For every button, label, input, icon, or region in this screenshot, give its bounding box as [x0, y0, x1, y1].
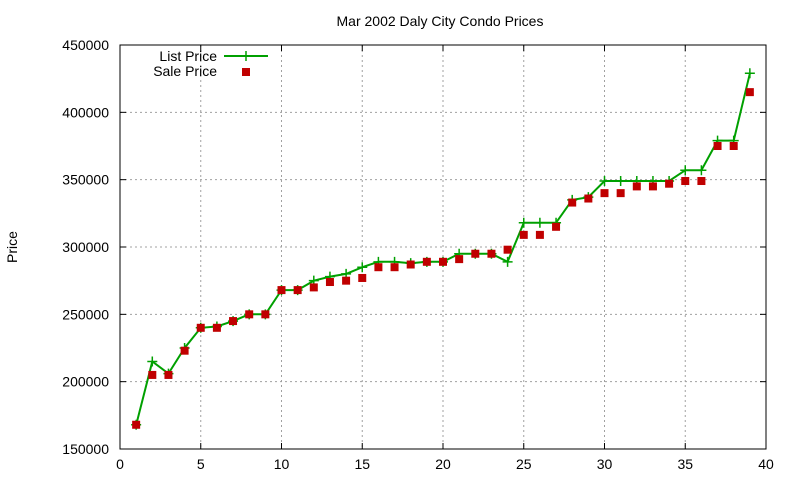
- x-tick-label: 20: [435, 456, 451, 472]
- sale-price-point: [471, 249, 480, 258]
- list-price-point: [696, 165, 707, 176]
- y-axis: 150000 200000 250000 300000 350000 400000 4500…: [62, 37, 766, 457]
- sale-price-point: [616, 189, 625, 198]
- sale-price-point: [309, 283, 318, 292]
- sale-price-point: [358, 273, 367, 282]
- series: [131, 68, 755, 430]
- list-price-point: [615, 176, 626, 187]
- y-tick-label: 300000: [62, 239, 109, 255]
- sale-price-point: [552, 222, 561, 231]
- y-tick-label: 150000: [62, 441, 109, 457]
- sale-price-point: [132, 420, 141, 429]
- sale-price-point: [632, 182, 641, 191]
- x-tick-label: 40: [758, 456, 774, 472]
- y-tick-label: 350000: [62, 172, 109, 188]
- y-tick-label: 400000: [62, 104, 109, 120]
- sale-price-point: [293, 286, 302, 295]
- legend-label-list-price: List Price: [159, 48, 217, 64]
- legend: List Price Sale Price: [153, 48, 268, 79]
- sale-price-point: [390, 263, 399, 272]
- list-price-point: [147, 356, 158, 367]
- sale-price-point: [148, 370, 157, 379]
- y-tick-label: 250000: [62, 306, 109, 322]
- list-price-point: [518, 217, 529, 228]
- sale-price-point: [196, 323, 205, 332]
- sale-price-point: [342, 276, 351, 285]
- sale-price-point: [277, 286, 286, 295]
- list-price-point: [680, 165, 691, 176]
- sale-price-point: [422, 257, 431, 266]
- sale-price-point: [648, 182, 657, 191]
- sale-price-point: [325, 278, 334, 287]
- sale-price-point: [665, 179, 674, 188]
- sale-price-point: [406, 260, 415, 269]
- list-price-point: [502, 256, 513, 267]
- sale-price-point: [503, 245, 512, 254]
- y-tick-label: 200000: [62, 374, 109, 390]
- x-tick-label: 0: [116, 456, 124, 472]
- sale-price-point: [439, 257, 447, 266]
- y-axis-label: Price: [4, 231, 20, 263]
- sale-price-point: [229, 317, 238, 326]
- sale-price-point: [519, 230, 528, 239]
- sale-price-point: [487, 249, 496, 258]
- x-tick-label: 15: [354, 456, 370, 472]
- sale-price-point: [600, 189, 609, 198]
- sale-price-point: [374, 263, 383, 272]
- sale-price-point: [455, 255, 464, 264]
- y-tick-label: 450000: [62, 37, 109, 53]
- x-axis: 0 5 10 15 20 25 30 35 40: [116, 45, 774, 472]
- list-price-point: [534, 217, 545, 228]
- x-tick-label: 30: [597, 456, 613, 472]
- x-tick-label: 10: [274, 456, 290, 472]
- grid: [120, 45, 766, 449]
- list-price-point: [599, 176, 610, 187]
- sale-price-point: [713, 142, 722, 150]
- sale-price-point: [212, 323, 221, 332]
- sale-price-point: [180, 346, 189, 355]
- x-tick-label: 5: [197, 456, 205, 472]
- chart-title: Mar 2002 Daly City Condo Prices: [337, 13, 544, 29]
- sale-price-point: [584, 194, 593, 203]
- list-price-point: [357, 262, 368, 273]
- x-tick-label: 25: [516, 456, 532, 472]
- legend-marker-list-price: [241, 51, 251, 61]
- sale-price-point: [697, 177, 706, 186]
- sale-price-point: [729, 142, 738, 150]
- sale-price-point: [681, 177, 690, 186]
- sale-price-point: [245, 310, 254, 319]
- list-price-point: [744, 68, 755, 79]
- sale-price-point: [568, 198, 577, 207]
- sale-price-point: [745, 88, 754, 97]
- sale-price-point: [164, 370, 173, 379]
- x-tick-label: 35: [677, 456, 693, 472]
- sale-price-point: [261, 310, 270, 319]
- sale-price-point: [535, 230, 544, 239]
- legend-label-sale-price: Sale Price: [153, 63, 217, 79]
- legend-marker-sale-price: [242, 68, 250, 76]
